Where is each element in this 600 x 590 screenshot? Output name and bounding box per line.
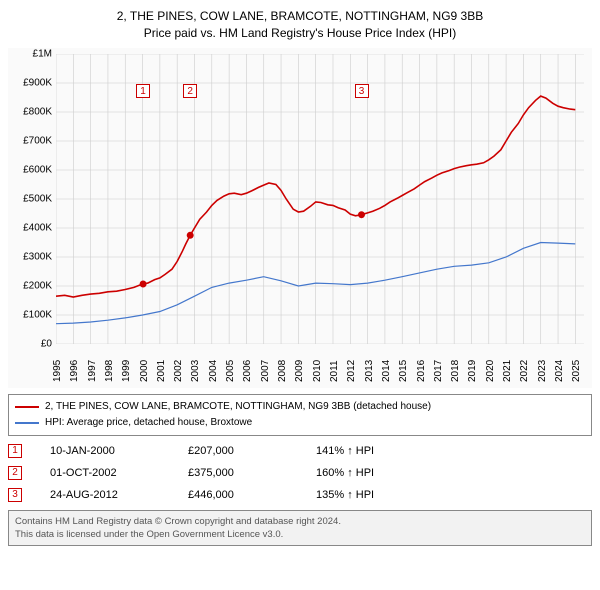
plot-area: 1 2 3 (56, 54, 584, 344)
sales-price: £446,000 (188, 489, 288, 501)
x-tick-label: 2017 (433, 359, 437, 381)
legend-row: 2, THE PINES, COW LANE, BRAMCOTE, NOTTIN… (15, 399, 585, 415)
x-tick-label: 2013 (364, 359, 368, 381)
x-tick-label: 1996 (69, 359, 73, 381)
y-tick-label: £100K (23, 309, 52, 320)
x-tick-label: 2001 (156, 359, 160, 381)
x-tick-label: 2018 (450, 359, 454, 381)
x-tick-label: 2004 (208, 359, 212, 381)
legend-row: HPI: Average price, detached house, Brox… (15, 415, 585, 431)
title-address: 2, THE PINES, COW LANE, BRAMCOTE, NOTTIN… (8, 8, 592, 25)
y-tick-label: £600K (23, 164, 52, 175)
legend-label: HPI: Average price, detached house, Brox… (45, 415, 252, 431)
legend-swatch (15, 406, 39, 408)
y-tick-label: £500K (23, 193, 52, 204)
sales-marker: 1 (8, 444, 22, 458)
sales-price: £375,000 (188, 467, 288, 479)
sales-row: 2 01-OCT-2002 £375,000 160% ↑ HPI (8, 466, 592, 480)
x-tick-label: 1998 (104, 359, 108, 381)
chart-area: £0 £100K £200K £300K £400K £500K £600K £700K £80… (8, 48, 592, 388)
sales-date: 10-JAN-2000 (50, 445, 160, 457)
x-tick-label: 2008 (277, 359, 281, 381)
legend-swatch (15, 422, 39, 424)
legend-label: 2, THE PINES, COW LANE, BRAMCOTE, NOTTIN… (45, 399, 431, 415)
x-tick-label: 2005 (225, 359, 229, 381)
footer-attribution: Contains HM Land Registry data © Crown c… (8, 510, 592, 547)
sales-price: £207,000 (188, 445, 288, 457)
chart-container: 2, THE PINES, COW LANE, BRAMCOTE, NOTTIN… (0, 0, 600, 550)
footer-line1: Contains HM Land Registry data © Crown c… (15, 515, 585, 528)
x-tick-label: 2012 (346, 359, 350, 381)
y-tick-label: £1M (33, 48, 52, 59)
y-tick-label: £800K (23, 106, 52, 117)
y-tick-label: £200K (23, 280, 52, 291)
x-tick-label: 2007 (260, 359, 264, 381)
x-tick-label: 2015 (398, 359, 402, 381)
x-tick-label: 2019 (467, 359, 471, 381)
x-tick-label: 2002 (173, 359, 177, 381)
x-tick-label: 2000 (139, 359, 143, 381)
sales-pct: 135% ↑ HPI (316, 489, 416, 501)
y-tick-label: £400K (23, 222, 52, 233)
y-axis-ticks: £0£100K£200K£300K£400K£500K£600K£700K£80… (8, 54, 54, 344)
x-tick-label: 2003 (190, 359, 194, 381)
x-tick-label: 2011 (329, 360, 333, 382)
sales-date: 01-OCT-2002 (50, 467, 160, 479)
x-tick-label: 2024 (554, 359, 558, 381)
title-subtitle: Price paid vs. HM Land Registry's House … (8, 25, 592, 42)
sales-pct: 141% ↑ HPI (316, 445, 416, 457)
sales-pct: 160% ↑ HPI (316, 467, 416, 479)
y-tick-label: £0 (41, 338, 52, 349)
sales-row: 1 10-JAN-2000 £207,000 141% ↑ HPI (8, 444, 592, 458)
sale-marker-box: 2 (183, 84, 197, 98)
sales-row: 3 24-AUG-2012 £446,000 135% ↑ HPI (8, 488, 592, 502)
y-tick-label: £900K (23, 77, 52, 88)
y-tick-label: £300K (23, 251, 52, 262)
x-tick-label: 2014 (381, 359, 385, 381)
footer-line2: This data is licensed under the Open Gov… (15, 528, 585, 541)
sales-table: 1 10-JAN-2000 £207,000 141% ↑ HPI 2 01-OCT-20… (8, 444, 592, 502)
x-tick-label: 1997 (87, 359, 91, 381)
x-tick-label: 1999 (121, 359, 125, 381)
x-tick-label: 1995 (52, 359, 56, 381)
sale-marker-box: 3 (355, 84, 369, 98)
y-tick-label: £700K (23, 135, 52, 146)
x-axis-ticks: 1995199619971998199920002001200220032004… (56, 344, 584, 388)
x-tick-label: 2025 (571, 359, 575, 381)
x-tick-label: 2016 (416, 359, 420, 381)
sales-date: 24-AUG-2012 (50, 489, 160, 501)
chart-title: 2, THE PINES, COW LANE, BRAMCOTE, NOTTIN… (8, 8, 592, 42)
sale-marker-box: 1 (136, 84, 150, 98)
legend: 2, THE PINES, COW LANE, BRAMCOTE, NOTTIN… (8, 394, 592, 436)
x-tick-label: 2009 (294, 359, 298, 381)
x-tick-label: 2020 (485, 359, 489, 381)
sales-marker: 3 (8, 488, 22, 502)
x-tick-label: 2022 (519, 359, 523, 381)
x-tick-label: 2021 (502, 359, 506, 381)
sales-marker: 2 (8, 466, 22, 480)
x-tick-label: 2023 (537, 359, 541, 381)
x-tick-label: 2006 (242, 359, 246, 381)
x-tick-label: 2010 (312, 359, 316, 381)
